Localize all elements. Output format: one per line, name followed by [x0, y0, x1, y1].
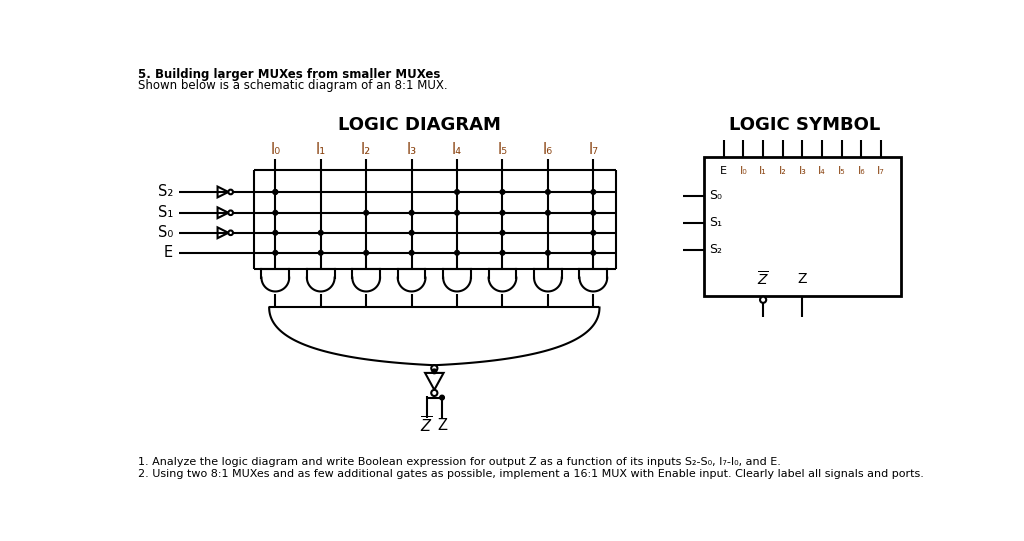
- Text: I₀: I₀: [270, 142, 281, 157]
- Text: I₆: I₆: [857, 166, 865, 176]
- Circle shape: [273, 190, 278, 194]
- Text: I₀: I₀: [739, 166, 748, 176]
- Text: LOGIC SYMBOL: LOGIC SYMBOL: [729, 116, 880, 134]
- Circle shape: [591, 210, 596, 215]
- Text: I₃: I₃: [799, 166, 806, 176]
- Circle shape: [273, 250, 278, 255]
- Text: Shown below is a schematic diagram of an 8:1 MUX.: Shown below is a schematic diagram of an…: [138, 79, 447, 92]
- Text: $\overline{Z}$: $\overline{Z}$: [420, 415, 433, 436]
- Text: Z: Z: [798, 272, 807, 286]
- Text: S₂: S₂: [709, 243, 722, 256]
- Text: 5. Building larger MUXes from smaller MUXes: 5. Building larger MUXes from smaller MU…: [138, 68, 440, 81]
- Circle shape: [760, 296, 766, 303]
- Circle shape: [546, 190, 550, 194]
- Circle shape: [273, 210, 278, 215]
- Circle shape: [455, 210, 460, 215]
- Circle shape: [410, 210, 414, 215]
- Text: LOGIC DIAGRAM: LOGIC DIAGRAM: [338, 116, 501, 134]
- Text: S₁: S₁: [709, 216, 722, 229]
- Text: S₀: S₀: [709, 189, 722, 202]
- Circle shape: [228, 230, 233, 235]
- Text: 1. Analyze the logic diagram and write Boolean expression for output Z as a func: 1. Analyze the logic diagram and write B…: [138, 457, 781, 467]
- Circle shape: [591, 190, 596, 194]
- Circle shape: [273, 190, 278, 194]
- Text: I₅: I₅: [498, 142, 508, 157]
- Text: 2. Using two 8:1 MUXes and as few additional gates as possible, implement a 16:1: 2. Using two 8:1 MUXes and as few additi…: [138, 469, 924, 479]
- Circle shape: [439, 395, 444, 400]
- Text: S₀: S₀: [158, 225, 173, 240]
- Circle shape: [364, 250, 369, 255]
- Circle shape: [432, 369, 436, 374]
- Circle shape: [364, 210, 369, 215]
- Circle shape: [591, 230, 596, 235]
- Circle shape: [500, 210, 505, 215]
- Text: I₆: I₆: [543, 142, 553, 157]
- Text: E: E: [720, 166, 727, 176]
- Circle shape: [500, 230, 505, 235]
- Circle shape: [431, 365, 437, 371]
- Text: $\overline{Z}$: $\overline{Z}$: [757, 270, 769, 288]
- Text: I₁: I₁: [759, 166, 767, 176]
- Text: I₇: I₇: [588, 142, 598, 157]
- Circle shape: [455, 250, 460, 255]
- Circle shape: [431, 390, 437, 396]
- Circle shape: [455, 190, 460, 194]
- Text: I₅: I₅: [838, 166, 846, 176]
- Circle shape: [500, 250, 505, 255]
- Text: Z: Z: [437, 418, 447, 433]
- Text: S₁: S₁: [158, 205, 173, 220]
- Circle shape: [546, 250, 550, 255]
- Text: I₁: I₁: [315, 142, 326, 157]
- Circle shape: [500, 190, 505, 194]
- Text: I₂: I₂: [779, 166, 786, 176]
- Text: I₃: I₃: [407, 142, 417, 157]
- Circle shape: [410, 230, 414, 235]
- Text: I₇: I₇: [877, 166, 885, 176]
- Circle shape: [228, 210, 233, 215]
- Circle shape: [546, 210, 550, 215]
- Text: S₂: S₂: [158, 184, 173, 200]
- Text: I₄: I₄: [452, 142, 462, 157]
- Circle shape: [318, 230, 323, 235]
- Circle shape: [591, 250, 596, 255]
- Circle shape: [228, 190, 233, 194]
- Circle shape: [273, 230, 278, 235]
- Text: I₄: I₄: [818, 166, 826, 176]
- Circle shape: [318, 250, 323, 255]
- Text: E: E: [164, 245, 173, 260]
- Circle shape: [410, 250, 414, 255]
- Text: I₂: I₂: [361, 142, 372, 157]
